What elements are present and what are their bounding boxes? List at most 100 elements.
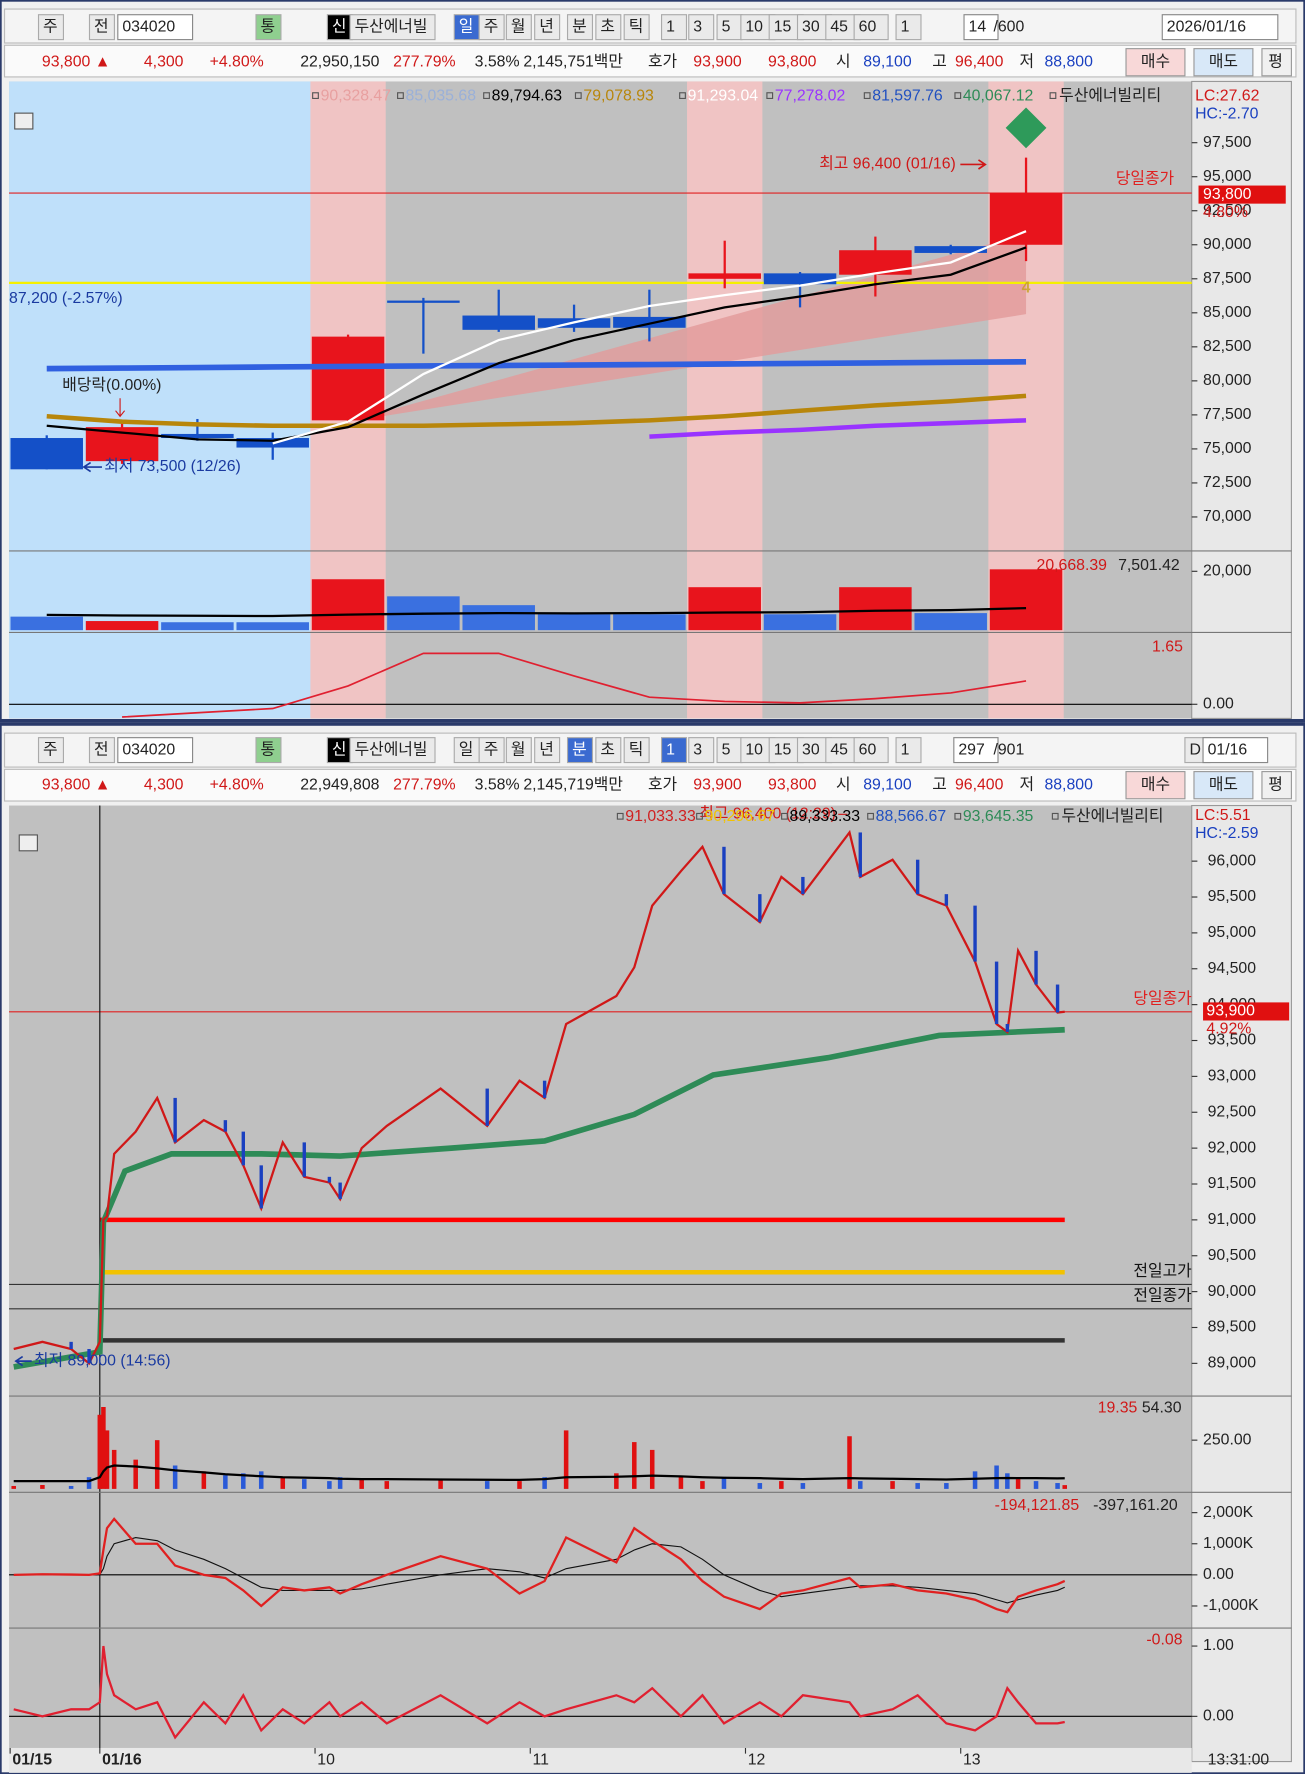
y-tick-label: 80,000	[1203, 372, 1252, 389]
input-box[interactable]	[117, 14, 194, 41]
order-button[interactable]	[1261, 48, 1292, 77]
input-box[interactable]	[963, 14, 999, 41]
tool-button[interactable]	[478, 737, 505, 764]
tool-button[interactable]	[478, 14, 505, 41]
toolbar-item: 월	[511, 17, 526, 35]
volume-bar	[779, 1481, 784, 1489]
tool-button[interactable]	[566, 14, 594, 41]
quote-field: 93,800	[768, 53, 817, 70]
order-button-label: 평	[1268, 52, 1283, 70]
input-box[interactable]	[117, 737, 194, 764]
quote-field: 저	[1020, 775, 1035, 793]
toolbar-item: 초	[600, 740, 615, 758]
tool-button[interactable]	[595, 737, 622, 764]
volume-bar	[172, 1465, 178, 1489]
volume-bar	[85, 621, 159, 631]
toolbar-item: 3	[693, 18, 702, 35]
toolbar	[3, 732, 1297, 768]
legend-value: 1.65	[1152, 638, 1183, 655]
y-tick-label: 91,000	[1208, 1211, 1257, 1228]
tool-button[interactable]	[534, 737, 561, 764]
tool-button[interactable]	[505, 737, 532, 764]
order-button[interactable]	[1125, 48, 1186, 77]
input-box[interactable]	[1161, 14, 1279, 41]
period-bg	[235, 81, 311, 719]
volume-bar	[359, 1479, 364, 1489]
tool-button[interactable]	[895, 737, 922, 764]
tool-button[interactable]	[37, 737, 65, 764]
tool-button[interactable]	[505, 14, 532, 41]
volume-bar	[280, 1477, 286, 1489]
tool-button[interactable]	[534, 14, 561, 41]
input-box[interactable]	[1202, 737, 1269, 764]
legend-swatch	[1051, 812, 1059, 820]
settings-icon[interactable]	[18, 834, 38, 852]
y-tick-label: 70,000	[1203, 508, 1252, 525]
legend-swatch	[574, 92, 582, 99]
tool-button[interactable]	[453, 737, 480, 764]
hc-label: HC:-2.70	[1195, 105, 1259, 122]
volume-bar	[858, 1481, 863, 1489]
indicator-line	[13, 1645, 1065, 1740]
legend-value: 88,566.67	[876, 808, 946, 825]
price-box	[1198, 185, 1286, 204]
tool-button[interactable]	[326, 737, 353, 764]
toolbar-item: 45	[830, 741, 848, 758]
tool-button[interactable]	[255, 14, 282, 41]
settings-icon[interactable]	[14, 112, 34, 130]
tool-button[interactable]	[349, 737, 436, 764]
tool-button[interactable]	[326, 14, 353, 41]
candle-body	[387, 300, 460, 303]
y-tick-label: 85,000	[1203, 304, 1252, 321]
y-tick-label: 87,500	[1203, 270, 1252, 287]
oscillator-line	[13, 1517, 1066, 1614]
y-tick-label: 97,500	[1203, 134, 1252, 151]
tool-button[interactable]	[660, 14, 688, 41]
tool-button[interactable]	[566, 737, 594, 764]
tool-button[interactable]	[660, 737, 688, 764]
tool-button[interactable]	[853, 737, 889, 764]
tool-button[interactable]	[623, 737, 650, 764]
y-tick-label: 95,000	[1203, 168, 1252, 185]
input-box[interactable]	[953, 737, 999, 764]
toolbar-item: 1	[901, 18, 910, 35]
tool-button[interactable]	[453, 14, 480, 41]
legend-swatch	[483, 92, 490, 99]
order-button[interactable]	[1193, 771, 1254, 800]
moving-average	[649, 418, 1027, 439]
volume-bar	[302, 1479, 307, 1489]
tool-button[interactable]	[895, 14, 922, 41]
toolbar-item: 주	[484, 18, 499, 35]
period-bg	[159, 81, 236, 719]
toolbar-item: 5	[722, 741, 731, 758]
volume-bar	[40, 1484, 45, 1489]
toolbar-item: 초	[600, 17, 615, 35]
tool-button[interactable]	[688, 737, 715, 764]
order-button[interactable]	[1125, 771, 1186, 800]
tool-button[interactable]	[255, 737, 282, 764]
tool-button[interactable]	[688, 14, 715, 41]
toolbar-item: 3	[693, 741, 702, 758]
tool-button[interactable]	[37, 14, 65, 41]
candle-body	[613, 316, 686, 328]
toolbar-item: 두산에너빌	[355, 17, 428, 35]
y-tick-label: 94,500	[1208, 960, 1257, 977]
legend-value: 40,067.12	[963, 87, 1033, 104]
order-button[interactable]	[1261, 771, 1292, 800]
tool-button[interactable]	[88, 14, 115, 41]
volume-bar	[161, 622, 234, 631]
volume-bar	[613, 614, 686, 631]
toolbar-item: 14	[969, 18, 987, 35]
tool-button[interactable]	[349, 14, 436, 41]
order-button[interactable]	[1193, 48, 1254, 77]
tool-button[interactable]	[623, 14, 650, 41]
legend-swatch	[679, 92, 686, 99]
toolbar-item: 30	[802, 741, 820, 758]
legend-swatch	[696, 812, 703, 820]
tool-button[interactable]	[853, 14, 889, 41]
tool-button[interactable]	[88, 737, 115, 764]
tool-button[interactable]	[595, 14, 622, 41]
volume-bar	[133, 1459, 138, 1489]
tool-button[interactable]	[716, 737, 743, 764]
toolbar-item: 10	[745, 18, 763, 35]
